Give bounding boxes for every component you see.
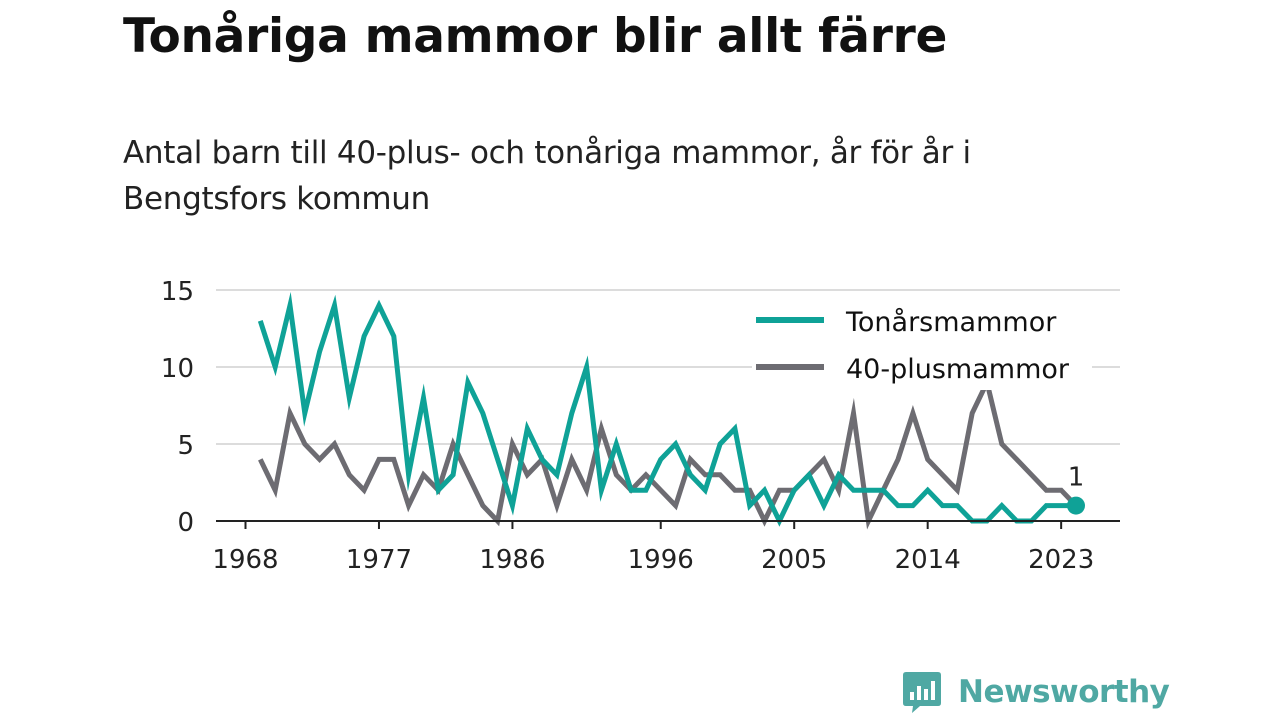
x-tick-label: 1996: [628, 545, 694, 575]
y-tick-label: 15: [161, 277, 194, 307]
brand-name: Newsworthy: [958, 674, 1170, 710]
end-point-label: 1: [1068, 463, 1085, 493]
y-tick-label: 10: [161, 354, 194, 384]
x-tick-label: 2005: [761, 545, 827, 575]
x-tick-label: 1986: [479, 545, 545, 575]
legend-label-40-plusmammor: 40-plusmammor: [846, 354, 1070, 385]
legend-background: [752, 294, 1092, 390]
x-tick-label: 1968: [212, 545, 278, 575]
end-marker: 1: [1066, 463, 1085, 515]
newsworthy-logo: Newsworthy: [902, 670, 1170, 714]
chart-title: Tonåriga mammor blir allt färre: [123, 9, 948, 64]
y-tick-label: 0: [177, 508, 194, 538]
y-tick-label: 5: [177, 431, 194, 461]
bar-chart-speech-bubble-icon: [903, 672, 941, 713]
end-point-marker: [1066, 496, 1085, 515]
series-line-40-plusmammor: [258, 374, 1078, 530]
x-tick-label: 2023: [1028, 545, 1094, 575]
x-tick-label: 2014: [895, 545, 961, 575]
chart-subtitle: Antal barn till 40-plus- och tonåriga ma…: [123, 135, 971, 217]
series-lines: [257, 291, 1078, 530]
axes: 0 5 10 15 1968 1977 1986 1996 2005 2014 2023: [161, 277, 1120, 575]
legend-label-tonarsmammor: Tonårsmammor: [845, 307, 1057, 338]
series-line-tonarsmammor: [257, 291, 1076, 527]
x-tick-label: 1977: [346, 545, 412, 575]
legend: Tonårsmammor 40-plusmammor: [752, 294, 1092, 390]
